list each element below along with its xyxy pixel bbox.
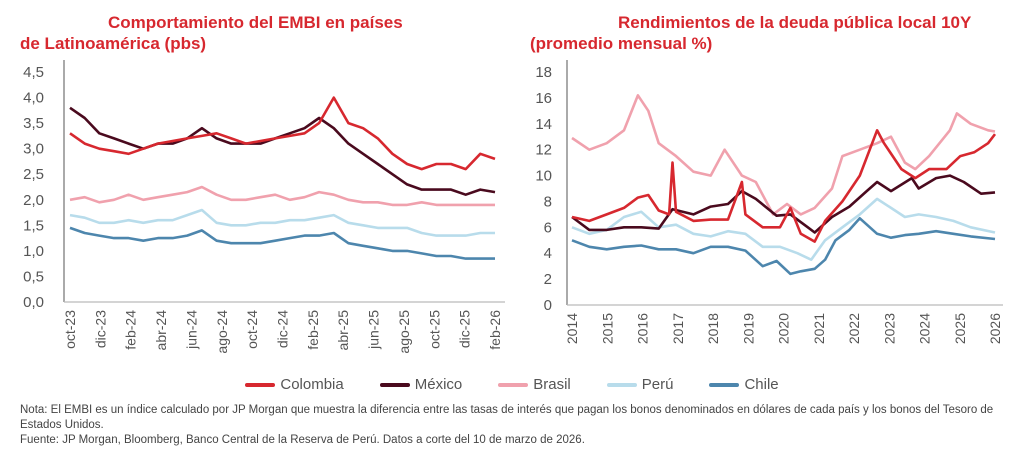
x-tick-label: 2017 [670, 313, 686, 344]
y-tick-label: 16 [535, 90, 552, 107]
series-line-chile [69, 226, 495, 260]
legend-swatch [709, 382, 740, 387]
y-tick-label: 18 [535, 64, 552, 81]
left-chart-title: Comportamiento del EMBI en países de Lat… [20, 12, 403, 54]
x-tick-label: 2025 [952, 313, 968, 344]
legend-label: Brasil [533, 376, 571, 393]
legend-swatch [498, 382, 529, 387]
right-title-line1: Rendimientos de la deuda pública local 1… [618, 13, 972, 32]
x-tick-label: feb-24 [123, 310, 139, 350]
y-tick-label: 1,5 [23, 217, 44, 234]
y-tick-label: 6 [544, 219, 552, 236]
legend-label: Chile [744, 376, 779, 393]
x-tick-label: oct-23 [62, 310, 78, 349]
legend-item-brasil: Brasil [498, 376, 571, 393]
legend-swatch [606, 382, 637, 387]
series-line-brasil [571, 94, 996, 216]
y-tick-label: 4,5 [23, 64, 44, 81]
source-text: Fuente: JP Morgan, Bloomberg, Banco Cent… [20, 434, 585, 446]
y-tick-label: 0,5 [23, 268, 44, 285]
y-tick-label: 1,0 [23, 243, 44, 260]
x-tick-label: 2023 [881, 313, 897, 344]
x-tick-label: 2014 [564, 313, 580, 344]
x-tick-label: feb-25 [305, 310, 321, 350]
y-tick-label: 8 [544, 193, 552, 210]
series-line-colombia [571, 129, 997, 243]
x-tick-label: jun-24 [183, 310, 199, 350]
y-tick-label: 14 [535, 116, 552, 133]
x-tick-label: 2018 [705, 313, 721, 344]
legend: Colombia México Brasil Perú Chile [0, 376, 1024, 393]
y-tick-label: 10 [535, 168, 552, 185]
legend-item-mexico: México [379, 376, 463, 393]
x-tick-label: dic-25 [457, 310, 473, 348]
x-tick-label: abr-24 [153, 310, 169, 351]
x-tick-label: 2016 [635, 313, 651, 344]
y-tick-label: 2,5 [23, 166, 44, 183]
y-tick-label: 0 [544, 297, 552, 314]
legend-item-colombia: Colombia [245, 376, 344, 393]
x-tick-label: abr-25 [335, 310, 351, 351]
y-tick-label: 4 [544, 245, 552, 262]
x-tick-label: ago-25 [396, 310, 412, 354]
y-tick-label: 3,5 [23, 115, 44, 132]
right-chart: 0 2 4 6 8 10 12 14 16 18 2014 2015 2016 2017 2018 2019 2… [535, 60, 1003, 344]
left-title-line2: de Latinoamérica (pbs) [20, 34, 207, 53]
y-tick-label: 0,0 [23, 294, 44, 311]
legend-swatch [245, 382, 276, 387]
y-tick-label: 4,0 [23, 90, 44, 107]
y-tick-label: 2 [544, 271, 552, 288]
series-line-colombia [69, 96, 496, 171]
legend-label: Perú [641, 376, 674, 393]
series-line-chile [571, 217, 996, 276]
x-tick-label: oct-24 [244, 310, 260, 349]
x-tick-label: 2024 [917, 313, 933, 344]
legend-label: Colombia [280, 376, 344, 393]
x-tick-label: 2019 [740, 313, 756, 344]
series-line-peru [69, 208, 495, 237]
x-tick-label: dic-23 [92, 310, 108, 348]
x-tick-label: oct-25 [426, 310, 442, 349]
right-title-line2: (promedio mensual %) [530, 34, 713, 53]
x-tick-label: 2021 [811, 313, 827, 344]
x-tick-label: feb-26 [487, 310, 503, 350]
x-tick-label: 2020 [776, 313, 792, 344]
note-text: Nota: El EMBI es un índice calculado por… [20, 404, 994, 431]
x-tick-label: ago-24 [214, 310, 230, 354]
legend-item-chile: Chile [709, 376, 779, 393]
x-tick-label: jun-25 [366, 310, 382, 350]
y-tick-label: 12 [535, 142, 552, 159]
y-tick-label: 2,0 [23, 192, 44, 209]
x-tick-label: 2022 [846, 313, 862, 344]
legend-item-peru: Perú [606, 376, 674, 393]
series-line-brasil [69, 185, 495, 207]
legend-swatch [379, 382, 410, 387]
x-tick-label: 2015 [599, 313, 615, 344]
x-tick-label: dic-24 [275, 310, 291, 348]
series-line-peru [571, 197, 996, 262]
y-tick-label: 3,0 [23, 141, 44, 158]
series-line-mexico [571, 174, 996, 234]
right-chart-title: Rendimientos de la deuda pública local 1… [530, 12, 971, 54]
footnotes: Nota: El EMBI es un índice calculado por… [20, 403, 1010, 448]
left-chart: 0,0 0,5 1,0 1,5 2,0 2,5 3,0 3,5 4,0 4,5 oct-23 dic-… [23, 60, 505, 354]
legend-label: México [414, 376, 463, 393]
x-tick-label: 2026 [987, 313, 1003, 344]
left-title-line1: Comportamiento del EMBI en países [108, 13, 403, 32]
